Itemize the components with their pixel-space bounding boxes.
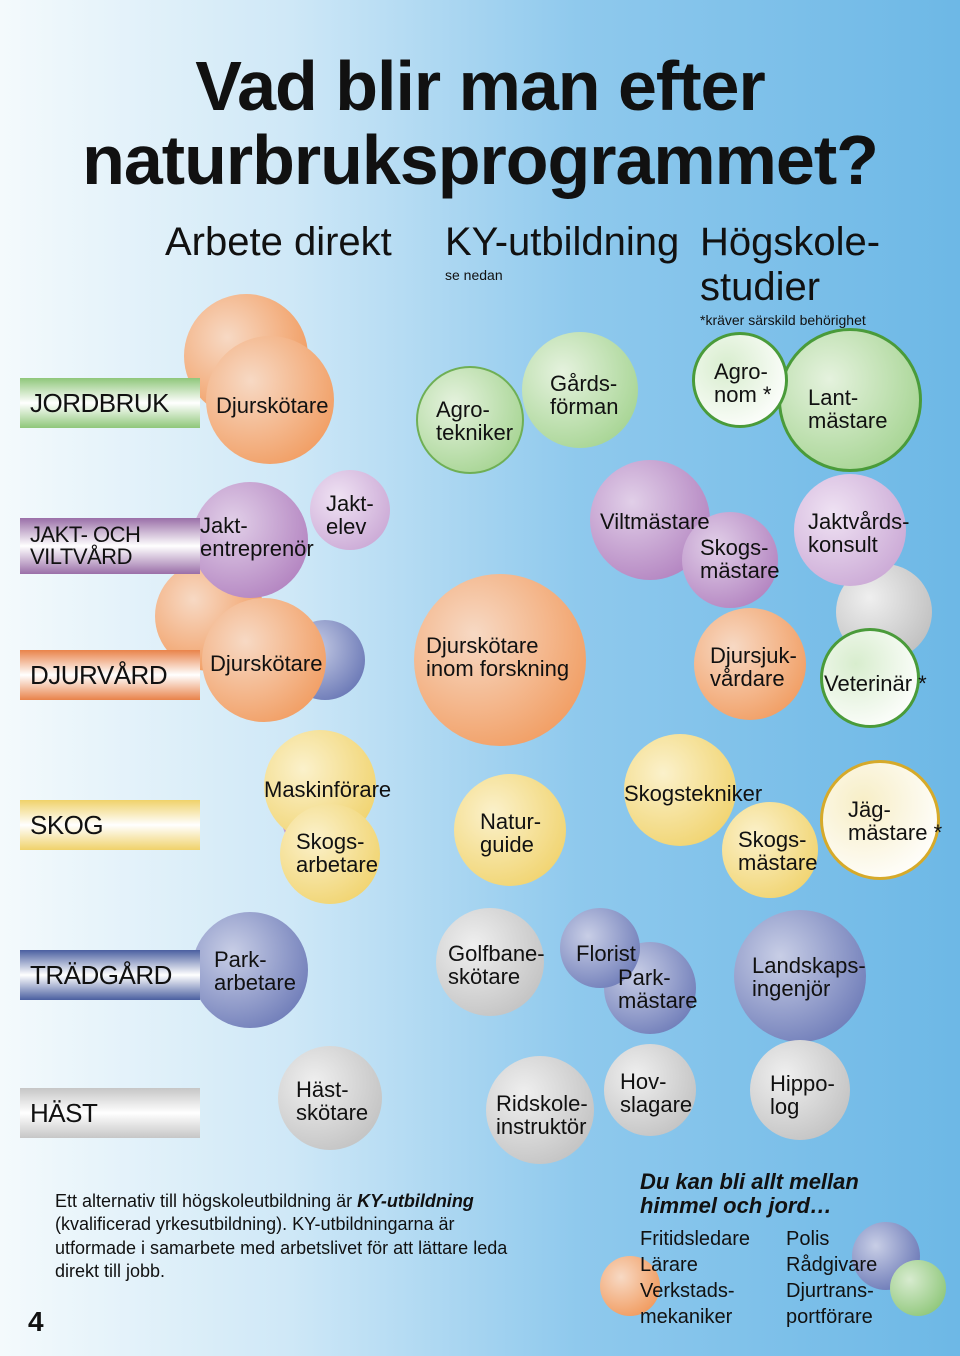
jobs-item: Verkstads-mekaniker bbox=[640, 1278, 750, 1330]
bubble-label-skogsmast1: Skogs-mästare bbox=[700, 536, 779, 582]
bubble-label-lantmastare: Lant-mästare bbox=[808, 386, 887, 432]
jobs-item: Rådgivare bbox=[786, 1252, 877, 1278]
row-label-jordbruk: JORDBRUK bbox=[20, 378, 200, 428]
bubble-label-agronom: Agro-nom * bbox=[714, 360, 771, 406]
footer-post: (kvalificerad yrkesutbildning). KY-utbil… bbox=[55, 1214, 507, 1281]
bubble-label-landskap: Landskaps-ingenjör bbox=[752, 954, 866, 1000]
footer-emph: KY-utbildning bbox=[357, 1191, 474, 1211]
bubble-label-djurskotare2: Djurskötare bbox=[210, 652, 322, 675]
bubble-label-gardsforman: Gårds-förman bbox=[550, 372, 618, 418]
jobs-item: Polis bbox=[786, 1226, 877, 1252]
row-label-skog: SKOG bbox=[20, 800, 200, 850]
bubble-label-djurskotare1: Djurskötare bbox=[216, 394, 328, 417]
bubble-label-parkarb: Park-arbetare bbox=[214, 948, 296, 994]
column-head-1: KY-utbildningse nedan bbox=[445, 220, 679, 283]
column-head-0: Arbete direkt bbox=[165, 220, 392, 265]
bubble-label-ridskole: Ridskole-instruktör bbox=[496, 1092, 588, 1138]
bubble-label-viltmastare: Viltmästare bbox=[600, 510, 710, 533]
bubble-label-parkmast: Park-mästare bbox=[618, 966, 697, 1012]
jobs-block: Du kan bli allt mellan himmel och jord… … bbox=[640, 1170, 940, 1330]
page-title: Vad blir man efternaturbruksprogrammet? bbox=[0, 50, 960, 197]
bubble-label-jagmastare: Jäg-mästare * bbox=[848, 798, 942, 844]
column-head-2: Högskole-studier*kräver särskild behörig… bbox=[700, 220, 880, 328]
page-number: 4 bbox=[28, 1306, 44, 1338]
bubble-label-jaktvard: Jaktvårds-konsult bbox=[808, 510, 909, 556]
bubble-label-djurforsk: Djurskötareinom forskning bbox=[426, 634, 569, 680]
row-label-jakt: JAKT- OCHVILTVÅRD bbox=[20, 518, 200, 574]
bubble-label-naturguide: Natur-guide bbox=[480, 810, 541, 856]
bubble-label-skogsmast2: Skogs-mästare bbox=[738, 828, 817, 874]
jobs-item: Djurtrans-portförare bbox=[786, 1278, 877, 1330]
bubble-label-hastskot: Häst-skötare bbox=[296, 1078, 368, 1124]
bubble-label-skogstek: Skogstekniker bbox=[624, 782, 762, 805]
row-label-djurvard: DJURVÅRD bbox=[20, 650, 200, 700]
bubble-label-maskin: Maskinförare bbox=[264, 778, 391, 801]
jobs-item: Fritidsledare bbox=[640, 1226, 750, 1252]
jobs-col-1: FritidsledareLärareVerkstads-mekaniker bbox=[640, 1226, 750, 1330]
bubble-label-djursjuk: Djursjuk-vårdare bbox=[710, 644, 797, 690]
bubble-label-agrotekniker: Agro-tekniker bbox=[436, 398, 513, 444]
bubble-label-florist: Florist bbox=[576, 942, 636, 965]
bubble-label-jaktentr: Jakt-entreprenör bbox=[200, 514, 314, 560]
jobs-col-2: PolisRådgivareDjurtrans-portförare bbox=[786, 1226, 877, 1330]
jobs-title: Du kan bli allt mellan himmel och jord… bbox=[640, 1170, 940, 1218]
jobs-item: Lärare bbox=[640, 1252, 750, 1278]
bubble-label-hippolog: Hippo-log bbox=[770, 1072, 835, 1118]
row-label-hast: HÄST bbox=[20, 1088, 200, 1138]
footer-text: Ett alternativ till högskoleutbildning ä… bbox=[55, 1190, 515, 1284]
row-label-tradgard: TRÄDGÅRD bbox=[20, 950, 200, 1000]
bubble-label-jaktelev: Jakt-elev bbox=[326, 492, 374, 538]
bubble-label-veterinar: Veterinär * bbox=[824, 672, 927, 695]
bubble-label-hovslagare: Hov-slagare bbox=[620, 1070, 692, 1116]
footer-pre: Ett alternativ till högskoleutbildning ä… bbox=[55, 1191, 357, 1211]
bubble-label-skogsarb: Skogs-arbetare bbox=[296, 830, 378, 876]
bubble-label-golfbane: Golfbane-skötare bbox=[448, 942, 545, 988]
